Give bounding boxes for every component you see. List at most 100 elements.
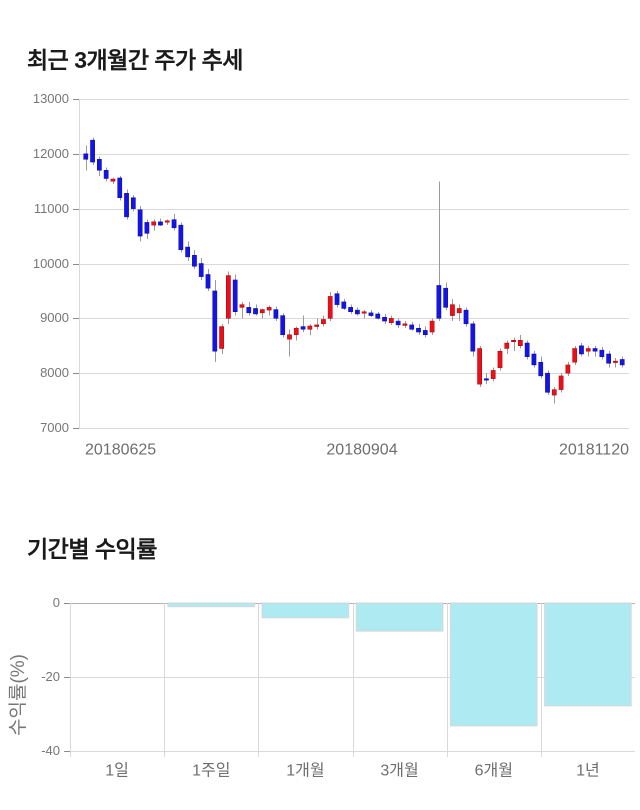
price-x-tick-label: 20180625	[85, 441, 156, 458]
candle-body-down	[619, 359, 625, 366]
return-chart-x-axis: 1일 1주일 1개월 3개월 6개월 1년	[105, 761, 599, 779]
candle-body-up	[219, 326, 224, 349]
candle-body-down	[178, 224, 184, 251]
candle-body-up	[402, 323, 408, 326]
candle-body-down	[212, 290, 218, 352]
price-chart-svg: 7000 8000 9000 10000 11000 12000 13000 2018062…	[33, 91, 629, 458]
candle-body-down	[137, 209, 143, 237]
candle-body-down	[484, 378, 489, 381]
candle-body-down	[579, 345, 584, 355]
candle-body-down	[280, 315, 286, 336]
price-y-tick-label: 13000	[33, 91, 69, 106]
candle-body-down	[355, 309, 360, 315]
candle-body-down	[130, 197, 136, 209]
candle-body-down	[422, 330, 428, 336]
price-trend-title: 최근 3개월간 주가 추세	[27, 47, 243, 74]
price-y-tick-label: 11000	[34, 201, 69, 216]
candle-body-up	[429, 320, 435, 333]
candle-body-down	[531, 353, 537, 366]
return-y-tick-label: -20	[41, 669, 60, 684]
candle-body-up	[239, 304, 245, 308]
return-bar	[355, 602, 444, 632]
candle-body-down	[443, 287, 449, 308]
price-x-tick-label: 20181120	[559, 441, 629, 458]
candle-body-up	[266, 307, 272, 311]
candle-body-down	[192, 255, 197, 267]
candle-body-down	[395, 320, 401, 326]
candle-body-down	[198, 263, 204, 277]
return-y-tick-label: 0	[53, 595, 60, 610]
return-bar	[261, 602, 350, 619]
candle-body-down	[463, 309, 469, 325]
return-chart-svg: 0 -20 -40 1일 1주일 1개월 3개월 6개월 1년 수익률(%)	[7, 595, 635, 779]
return-x-tick-label: 3개월	[380, 761, 418, 779]
candle-body-up	[558, 375, 564, 390]
candle-body-up	[504, 342, 510, 349]
candle-body-down	[545, 372, 550, 393]
candle-body-down	[470, 323, 476, 352]
candle-body-down	[416, 327, 421, 333]
candle-body-down	[253, 308, 258, 315]
candle-body-up	[565, 364, 571, 374]
price-candlestick-chart: 7000 8000 9000 10000 11000 12000 13000 2018062…	[0, 80, 640, 480]
candle-body-up	[497, 350, 503, 368]
candle-body-down	[334, 293, 340, 305]
candle-body-down	[382, 316, 387, 322]
candle-body-down	[90, 139, 95, 163]
candle-body-down	[246, 307, 252, 314]
candle-body-up	[307, 325, 313, 330]
candle-body-up	[450, 304, 455, 316]
return-by-period-title: 기간별 수익률	[27, 536, 157, 563]
price-chart-y-axis: 7000 8000 9000 10000 11000 12000 13000	[33, 91, 79, 435]
candle-body-up	[490, 370, 496, 379]
price-y-tick-label: 8000	[40, 365, 69, 380]
candle-body-up	[572, 348, 578, 363]
candle-body-down	[205, 274, 211, 289]
candle-body-up	[287, 334, 292, 340]
return-x-tick-label: 1개월	[286, 761, 324, 779]
candle-body-down	[144, 222, 150, 234]
return-bar-chart: 0 -20 -40 1일 1주일 1개월 3개월 6개월 1년 수익률(%)	[0, 570, 640, 810]
candle-body-down	[348, 307, 353, 313]
candle-body-up	[110, 178, 116, 182]
candle-body-down	[83, 153, 89, 160]
candle-body-up	[314, 324, 320, 327]
candle-body-down	[599, 349, 605, 357]
candle-body-up	[151, 221, 157, 226]
price-chart-gridlines	[79, 99, 629, 429]
return-x-tick-label: 1년	[576, 761, 600, 779]
return-x-tick-label: 1주일	[192, 761, 230, 779]
price-chart-candles	[83, 137, 625, 404]
candle-body-down	[117, 177, 123, 198]
candle-body-down	[158, 221, 163, 226]
candle-body-down	[97, 159, 102, 171]
candle-body-up	[361, 311, 367, 314]
candle-body-down	[524, 342, 530, 357]
price-y-tick-label: 7000	[40, 420, 69, 435]
return-x-tick-label: 6개월	[475, 761, 513, 779]
candle-body-up	[226, 275, 231, 319]
candle-body-down	[232, 279, 238, 313]
candle-body-down	[436, 285, 442, 319]
candle-body-up	[259, 309, 265, 314]
candle-body-down	[368, 312, 374, 316]
price-y-tick-label: 9000	[40, 310, 69, 325]
candle-body-up	[511, 340, 516, 343]
candle-body-down	[409, 324, 415, 330]
price-chart-x-axis: 20180625 20180904 20181120	[85, 441, 629, 458]
return-chart-y-axis-title: 수익률(%)	[7, 654, 29, 736]
return-chart-y-axis: 0 -20 -40	[41, 595, 70, 758]
candle-body-down	[300, 326, 306, 330]
candle-body-down	[375, 313, 381, 319]
candle-body-down	[592, 348, 598, 352]
candle-body-down	[341, 301, 347, 309]
return-bar	[449, 602, 538, 727]
candle-body-up	[551, 389, 557, 396]
return-chart-bars	[167, 602, 632, 727]
candle-body-down	[538, 361, 544, 377]
candle-body-down	[606, 353, 611, 364]
candle-body-up	[388, 318, 394, 323]
candle-body-up	[164, 220, 170, 223]
return-chart-gridlines	[70, 603, 635, 757]
